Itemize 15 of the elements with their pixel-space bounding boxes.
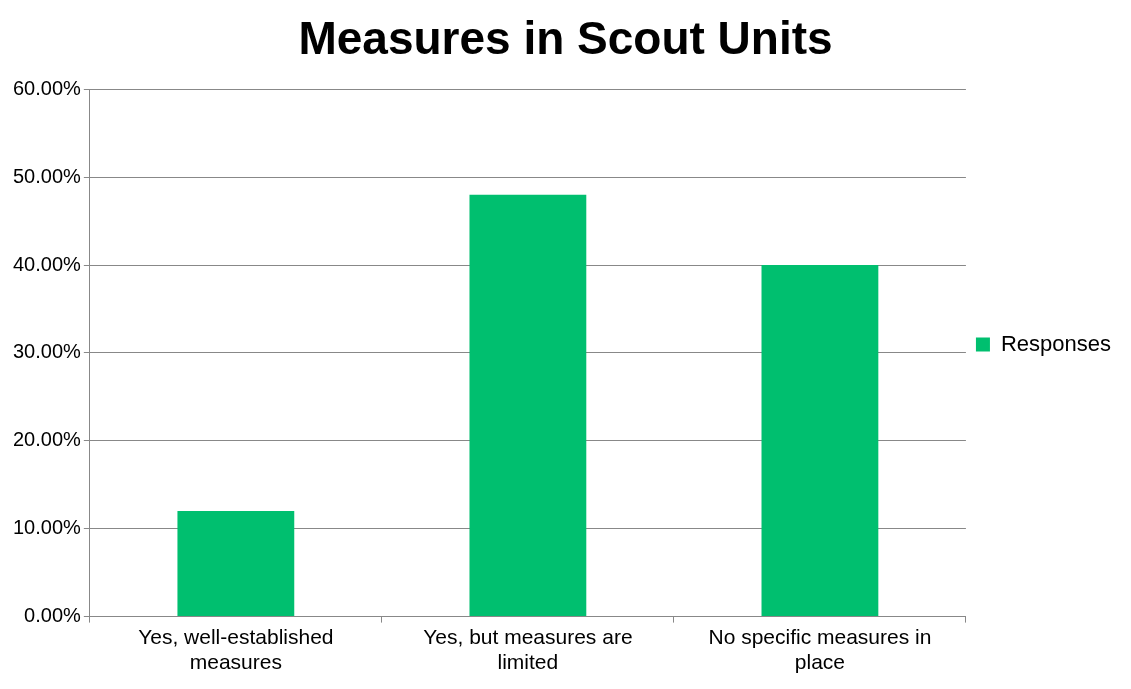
y-tick-label: 60.00% xyxy=(12,76,82,99)
y-tick-label: 30.00% xyxy=(12,340,82,363)
chart-title: Measures in Scout Units xyxy=(298,12,833,65)
x-tick-label: No specific measures in place xyxy=(708,625,932,674)
bar xyxy=(469,194,587,617)
y-tick-label: 0.00% xyxy=(24,604,82,627)
y-tick-label: 10.00% xyxy=(12,516,82,539)
x-tick-label: Yes, but measures are limited xyxy=(423,625,633,674)
y-tick-label: 40.00% xyxy=(12,252,82,275)
bar xyxy=(761,265,879,617)
y-tick-label: 20.00% xyxy=(12,428,82,451)
x-tick-label: Yes, well-established measures xyxy=(138,625,334,674)
bar xyxy=(177,511,295,617)
legend-label: Responses xyxy=(1000,330,1112,356)
y-tick-label: 50.00% xyxy=(12,164,82,187)
